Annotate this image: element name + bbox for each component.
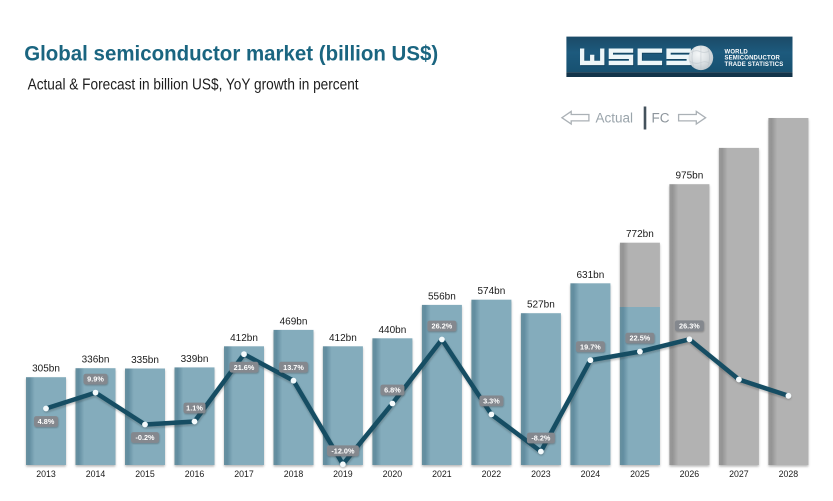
svg-text:2021: 2021	[432, 469, 452, 479]
svg-text:2018: 2018	[284, 469, 304, 479]
svg-text:2028: 2028	[779, 469, 799, 479]
svg-text:19.7%: 19.7%	[580, 342, 601, 351]
svg-text:WORLD: WORLD	[725, 50, 749, 56]
svg-text:412bn: 412bn	[230, 333, 258, 344]
svg-text:26.3%: 26.3%	[679, 321, 700, 330]
svg-text:469bn: 469bn	[280, 316, 308, 327]
svg-text:305bn: 305bn	[32, 364, 60, 375]
svg-text:6.8%: 6.8%	[384, 386, 401, 395]
svg-text:TRADE STATISTICS: TRADE STATISTICS	[725, 62, 784, 68]
svg-text:2020: 2020	[383, 469, 403, 479]
svg-text:9.9%: 9.9%	[87, 375, 104, 384]
svg-text:335bn: 335bn	[131, 355, 159, 366]
svg-text:2022: 2022	[482, 469, 502, 479]
svg-text:Global semiconductor market (b: Global semiconductor market (billion US$…	[24, 42, 438, 66]
svg-text:2016: 2016	[185, 469, 205, 479]
svg-text:975bn: 975bn	[675, 171, 703, 182]
svg-text:440bn: 440bn	[378, 325, 406, 336]
svg-text:2025: 2025	[630, 469, 650, 479]
svg-text:FC: FC	[652, 110, 670, 125]
svg-text:1.1%: 1.1%	[186, 404, 203, 413]
svg-text:2015: 2015	[135, 469, 155, 479]
svg-text:4.8%: 4.8%	[38, 417, 55, 426]
svg-text:556bn: 556bn	[428, 291, 456, 302]
svg-text:21.6%: 21.6%	[234, 363, 255, 372]
svg-text:26.2%: 26.2%	[432, 322, 453, 331]
svg-text:2019: 2019	[333, 469, 353, 479]
svg-text:22.5%: 22.5%	[630, 334, 651, 343]
svg-text:2026: 2026	[680, 469, 700, 479]
svg-text:336bn: 336bn	[82, 355, 110, 366]
svg-text:SEMICONDUCTOR: SEMICONDUCTOR	[725, 56, 781, 62]
svg-text:631bn: 631bn	[576, 270, 604, 281]
svg-text:2023: 2023	[531, 469, 551, 479]
svg-text:772bn: 772bn	[626, 229, 654, 240]
svg-text:574bn: 574bn	[477, 286, 505, 297]
svg-text:527bn: 527bn	[527, 300, 555, 311]
svg-text:13.7%: 13.7%	[283, 363, 304, 372]
svg-text:Actual: Actual	[596, 110, 634, 125]
svg-text:2013: 2013	[36, 469, 56, 479]
svg-text:412bn: 412bn	[329, 333, 357, 344]
svg-text:-8.2%: -8.2%	[531, 434, 551, 443]
svg-text:2014: 2014	[86, 469, 106, 479]
svg-text:339bn: 339bn	[181, 354, 209, 365]
svg-text:2027: 2027	[729, 469, 749, 479]
svg-text:-12.0%: -12.0%	[331, 446, 355, 455]
svg-text:3.3%: 3.3%	[483, 397, 500, 406]
svg-text:Actual & Forecast in billion U: Actual & Forecast in billion US$, YoY gr…	[28, 77, 360, 94]
svg-text:2024: 2024	[581, 469, 601, 479]
svg-text:2017: 2017	[234, 469, 254, 479]
svg-text:-0.2%: -0.2%	[135, 433, 155, 442]
